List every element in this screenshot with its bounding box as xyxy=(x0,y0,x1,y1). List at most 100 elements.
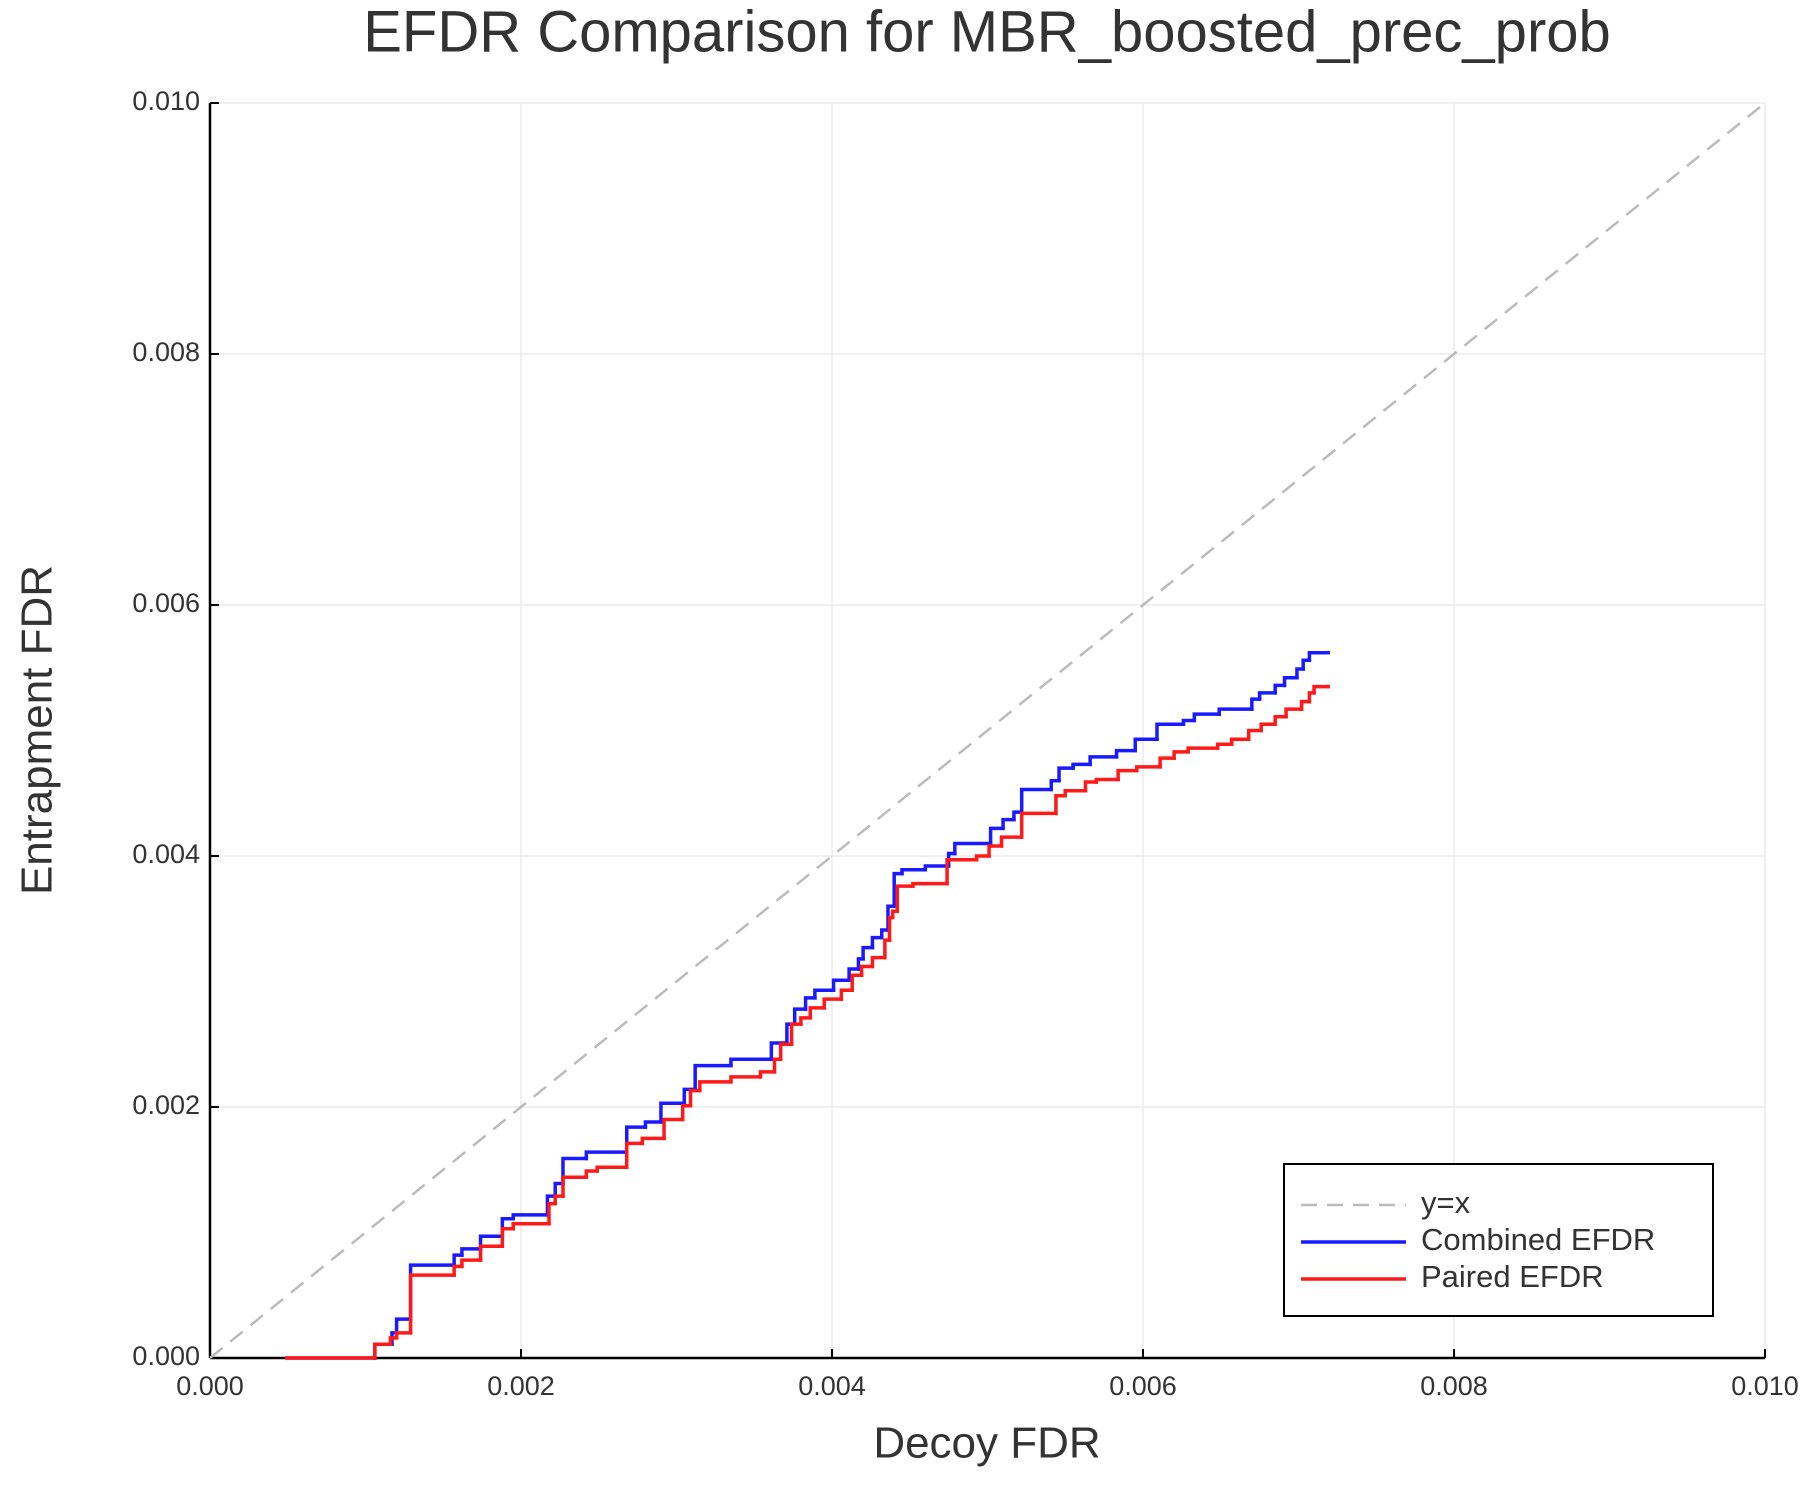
step-segment xyxy=(1057,766,1075,783)
chart-title: EFDR Comparison for MBR_boosted_prec_pro… xyxy=(363,0,1611,64)
step-segment xyxy=(883,938,892,960)
step-segment xyxy=(847,967,861,982)
step-segment xyxy=(988,826,1005,846)
step-segment xyxy=(1299,699,1312,711)
step-segment xyxy=(561,1175,589,1198)
step-segment xyxy=(1229,737,1251,747)
step-segment xyxy=(974,854,991,862)
step-segment xyxy=(729,1057,774,1068)
step-segment xyxy=(758,1070,777,1079)
step-segment xyxy=(511,1213,550,1221)
x-tick-label: 0.000 xyxy=(176,1371,244,1401)
step-segment xyxy=(640,1136,666,1146)
step-segment xyxy=(729,1075,763,1084)
y-tick-label: 0.000 xyxy=(132,1341,200,1371)
step-segment xyxy=(1083,780,1099,793)
step-segment xyxy=(1181,718,1197,726)
step-segment xyxy=(792,1007,808,1026)
step-segment xyxy=(803,996,817,1011)
x-axis-label: Decoy FDR xyxy=(873,1419,1100,1468)
step-segment xyxy=(659,1101,687,1124)
step-segment xyxy=(388,1336,399,1346)
step-segment xyxy=(1259,722,1277,733)
step-segment xyxy=(1088,755,1119,767)
legend-label: Paired EFDR xyxy=(1421,1259,1604,1294)
step-segment xyxy=(778,1042,794,1062)
legend-label: y=x xyxy=(1421,1185,1471,1220)
step-segment xyxy=(1192,712,1221,723)
step-segment xyxy=(698,1080,733,1093)
step-segment xyxy=(911,881,949,888)
step-segment xyxy=(813,988,836,1000)
step-segment xyxy=(553,1194,565,1206)
step-segment xyxy=(553,1181,565,1198)
step-segment xyxy=(887,915,895,942)
step-segment xyxy=(394,1317,413,1335)
x-tick-label: 0.004 xyxy=(798,1371,866,1401)
step-segment xyxy=(953,841,993,856)
step-segment xyxy=(511,1221,551,1231)
step-segment xyxy=(1273,714,1288,726)
step-segment xyxy=(1246,728,1263,742)
step-segment xyxy=(1284,707,1304,719)
step-segment xyxy=(1063,788,1088,798)
step-segment xyxy=(1312,684,1330,695)
step-segment xyxy=(452,1264,464,1277)
step-segment xyxy=(595,1165,629,1173)
step-segment xyxy=(1114,748,1137,759)
step-segment xyxy=(662,1117,685,1141)
step-segment xyxy=(1301,658,1312,671)
step-segment xyxy=(831,978,851,993)
step-segment xyxy=(408,1273,456,1335)
step-segment xyxy=(987,844,1004,858)
step-segment xyxy=(1054,794,1067,816)
step-segment xyxy=(859,964,875,977)
step-segment xyxy=(870,935,884,950)
step-segment xyxy=(408,1263,456,1321)
step-segment xyxy=(945,858,979,886)
y-tick-label: 0.006 xyxy=(132,588,200,618)
step-segment xyxy=(892,871,904,908)
legend-box xyxy=(1283,1163,1714,1317)
step-segment xyxy=(870,955,887,969)
step-segment xyxy=(680,1103,693,1122)
step-segment xyxy=(688,1088,702,1108)
step-segment xyxy=(900,868,928,876)
step-segment xyxy=(1172,750,1190,760)
step-segment xyxy=(1001,817,1016,831)
legend-label: Combined EFDR xyxy=(1421,1222,1655,1257)
y-tick-label: 0.008 xyxy=(132,337,200,367)
step-segment xyxy=(1186,746,1220,754)
step-segment xyxy=(999,835,1024,848)
step-segment xyxy=(1019,811,1058,839)
step-segment xyxy=(789,1022,803,1046)
step-segment xyxy=(643,1120,663,1129)
step-segment xyxy=(1158,756,1176,769)
step-segment xyxy=(772,1057,783,1074)
step-segment xyxy=(584,1169,599,1180)
step-segment xyxy=(693,1063,733,1092)
step-segment xyxy=(799,1016,812,1026)
x-tick-label: 0.008 xyxy=(1420,1371,1488,1401)
step-segment xyxy=(822,997,844,1010)
step-segment xyxy=(624,1141,645,1169)
step-segment xyxy=(561,1156,589,1186)
step-segment xyxy=(808,1006,826,1020)
y-tick-label: 0.010 xyxy=(132,86,200,116)
step-segment xyxy=(1217,707,1254,716)
step-segment xyxy=(1282,676,1299,688)
step-segment xyxy=(1215,742,1234,750)
x-tick-label: 0.006 xyxy=(1109,1371,1177,1401)
step-segment xyxy=(1116,768,1139,782)
step-segment xyxy=(1071,762,1092,770)
step-segment xyxy=(1135,765,1162,773)
step-segment xyxy=(373,1342,393,1360)
step-segment xyxy=(1094,777,1120,784)
x-tick-label: 0.010 xyxy=(1731,1371,1799,1401)
step-segment xyxy=(1273,683,1287,695)
step-segment xyxy=(478,1244,505,1262)
step-segment xyxy=(1049,778,1061,792)
step-segment xyxy=(1250,697,1262,711)
